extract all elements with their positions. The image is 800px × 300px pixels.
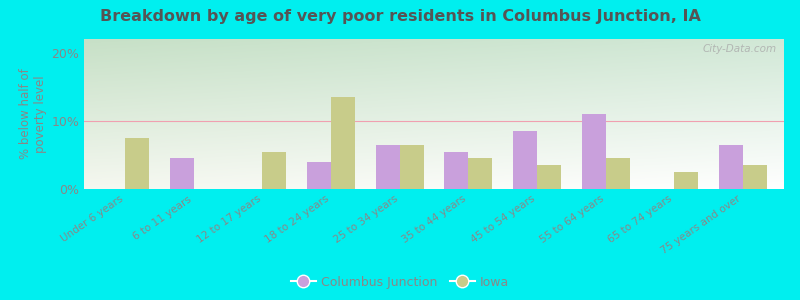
Bar	[376, 145, 400, 189]
Text: City-Data.com: City-Data.com	[703, 44, 777, 53]
Bar	[125, 138, 149, 189]
Bar	[674, 172, 698, 189]
Bar	[468, 158, 492, 189]
Text: Breakdown by age of very poor residents in Columbus Junction, IA: Breakdown by age of very poor residents …	[99, 9, 701, 24]
Y-axis label: % below half of
poverty level: % below half of poverty level	[19, 69, 47, 159]
Bar	[444, 152, 468, 189]
Bar	[582, 114, 606, 189]
Bar	[331, 97, 355, 189]
Bar	[400, 145, 424, 189]
Bar	[537, 165, 561, 189]
Legend: Columbus Junction, Iowa: Columbus Junction, Iowa	[286, 271, 514, 294]
Bar	[262, 152, 286, 189]
Bar	[307, 162, 331, 189]
Bar	[743, 165, 767, 189]
Bar	[719, 145, 743, 189]
Bar	[170, 158, 194, 189]
Bar	[606, 158, 630, 189]
Bar	[513, 131, 537, 189]
